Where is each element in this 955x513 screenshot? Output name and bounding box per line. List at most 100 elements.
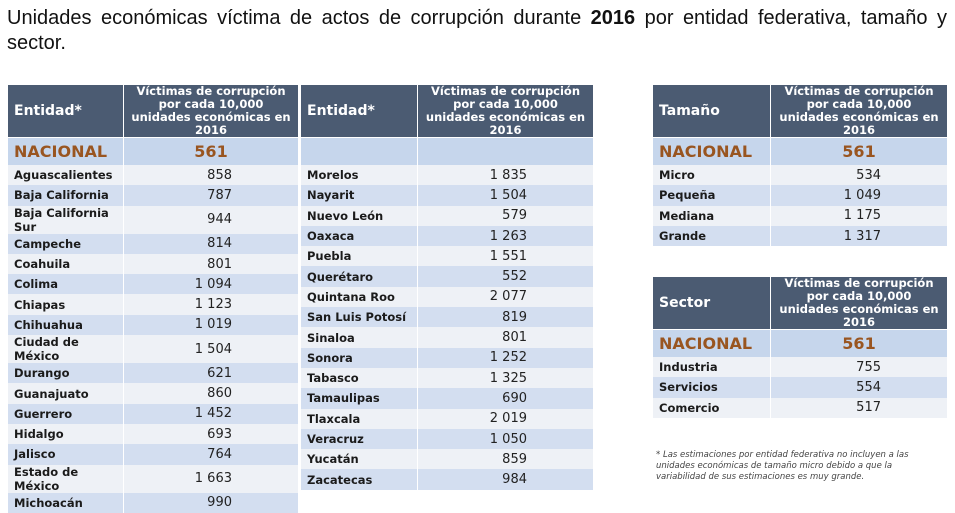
nacional-value: 561	[770, 137, 948, 165]
nacional-label: NACIONAL	[652, 329, 771, 357]
row-label: Puebla	[300, 246, 418, 267]
row-value: 944	[123, 205, 299, 234]
row-value: 534	[770, 165, 948, 186]
row-value: 1 019	[123, 314, 299, 336]
row-value: 990	[123, 492, 299, 513]
table-row: Tlaxcala 2 019	[300, 408, 594, 429]
table-row: Veracruz 1 050	[300, 428, 594, 450]
table-row: Chiapas 1 123	[7, 294, 299, 315]
header-value: Víctimas de corrupción por cada 10,000 u…	[417, 84, 594, 138]
row-value: 690	[417, 388, 594, 409]
row-label: Baja California	[7, 185, 124, 206]
table-row: Pequeña 1 049	[652, 185, 948, 206]
row-value: 1 094	[123, 274, 299, 295]
row-label: Nayarit	[300, 185, 418, 206]
table-row: Hidalgo 693	[7, 423, 299, 445]
table-row: Querétaro 552	[300, 266, 594, 287]
table-row: Coahuila 801	[7, 253, 299, 275]
row-value: 764	[123, 444, 299, 465]
nacional-label: NACIONAL	[652, 137, 771, 165]
row-label: Estado de México	[7, 464, 124, 493]
table-row: Yucatán 859	[300, 449, 594, 470]
row-value: 579	[417, 205, 594, 226]
row-value: 819	[417, 307, 594, 328]
row-value: 814	[123, 233, 299, 254]
row-value: 801	[417, 327, 594, 348]
row-label: Industria	[652, 357, 771, 378]
row-label: Tabasco	[300, 367, 418, 389]
table-row: Chihuahua 1 019	[7, 314, 299, 336]
row-value: 1 123	[123, 294, 299, 315]
table-row: Servicios 554	[652, 377, 948, 398]
header-value: Víctimas de corrupción por cada 10,000 u…	[770, 276, 948, 330]
row-value: 1 504	[417, 185, 594, 206]
table-row: Sonora 1 252	[300, 347, 594, 368]
row-label: Ciudad de México	[7, 335, 124, 364]
row-value: 1 835	[417, 165, 594, 186]
table-row: Baja California 787	[7, 185, 299, 206]
row-value: 517	[770, 397, 948, 418]
row-value: 693	[123, 423, 299, 445]
tamano-table: Tamaño Víctimas de corrupción por cada 10…	[652, 84, 948, 247]
row-label: Tlaxcala	[300, 408, 418, 429]
table-row: Estado de México 1 663	[7, 464, 299, 493]
row-value: 1 263	[417, 225, 594, 247]
table-row: Sinaloa 801	[300, 327, 594, 348]
row-label: Comercio	[652, 397, 771, 418]
row-label: Hidalgo	[7, 423, 124, 445]
row-value: 2 019	[417, 408, 594, 429]
row-value: 1 325	[417, 367, 594, 389]
table-row: Industria 755	[652, 357, 948, 378]
row-label: Veracruz	[300, 428, 418, 450]
table-row: Nayarit 1 504	[300, 185, 594, 206]
table-row: Michoacán 990	[7, 492, 299, 513]
row-value: 859	[417, 449, 594, 470]
row-value: 1 050	[417, 428, 594, 450]
row-label: Grande	[652, 225, 771, 247]
row-value: 1 551	[417, 246, 594, 267]
row-value: 860	[123, 383, 299, 404]
row-label: Zacatecas	[300, 469, 418, 490]
row-label: San Luis Potosí	[300, 307, 418, 328]
row-label: Baja California Sur	[7, 205, 124, 234]
row-label: Coahuila	[7, 253, 124, 275]
row-label: Yucatán	[300, 449, 418, 470]
table-row: Ciudad de México 1 504	[7, 335, 299, 364]
header-entidad: Entidad*	[7, 84, 124, 138]
row-label: Jalisco	[7, 444, 124, 465]
table-row: Guerrero 1 452	[7, 403, 299, 424]
row-label: Guerrero	[7, 403, 124, 424]
table-row: Mediana 1 175	[652, 205, 948, 226]
header-tamano: Tamaño	[652, 84, 771, 138]
row-value: 984	[417, 469, 594, 490]
page-title: Unidades económicas víctima de actos de …	[7, 7, 947, 54]
row-value: 1 049	[770, 185, 948, 206]
nacional-label: NACIONAL	[7, 137, 124, 165]
row-label: Tamaulipas	[300, 388, 418, 409]
table-row: Tabasco 1 325	[300, 367, 594, 389]
row-value: 2 077	[417, 286, 594, 308]
row-label: Oaxaca	[300, 225, 418, 247]
row-label: Morelos	[300, 165, 418, 186]
row-label: Colima	[7, 274, 124, 295]
row-label: Micro	[652, 165, 771, 186]
nacional-value: 561	[770, 329, 948, 357]
row-label: Nuevo León	[300, 205, 418, 226]
table-row: Comercio 517	[652, 397, 948, 418]
row-label: Querétaro	[300, 266, 418, 287]
entidad-table-right: Entidad* Víctimas de corrupción por cada …	[300, 84, 594, 490]
row-label: Pequeña	[652, 185, 771, 206]
sector-table: Sector Víctimas de corrupción por cada 10…	[652, 276, 948, 418]
nacional-value: 561	[123, 137, 299, 165]
row-value: 1 504	[123, 335, 299, 364]
row-value: 1 252	[417, 347, 594, 368]
row-value: 554	[770, 377, 948, 398]
table-row: Tamaulipas 690	[300, 388, 594, 409]
row-label: Quintana Roo	[300, 286, 418, 308]
table-row: Morelos 1 835	[300, 165, 594, 186]
table-row: Zacatecas 984	[300, 469, 594, 490]
row-label: Mediana	[652, 205, 771, 226]
header-entidad: Entidad*	[300, 84, 418, 138]
row-label: Sinaloa	[300, 327, 418, 348]
row-value: 858	[123, 165, 299, 186]
